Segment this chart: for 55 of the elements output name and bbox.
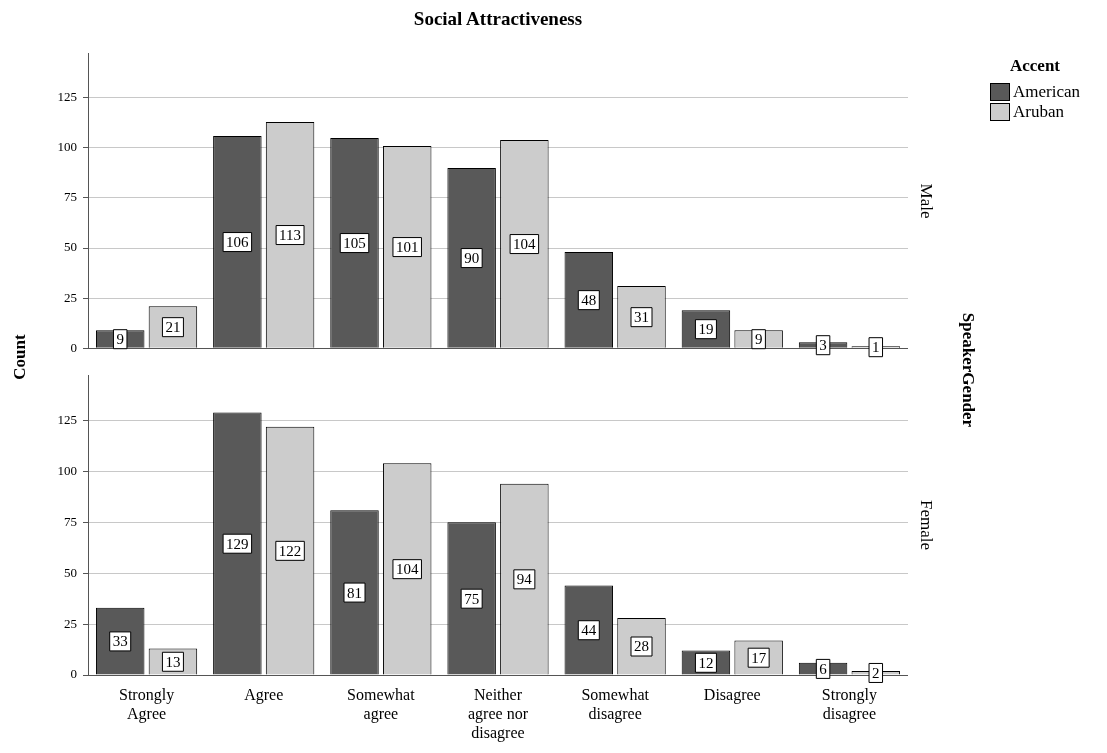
y-tick-label: 50 (64, 239, 77, 255)
data-label: 12 (698, 654, 714, 671)
x-tick-label: Disagree (703, 685, 761, 704)
x-tick-label: Somewhat disagree (581, 685, 650, 723)
data-label: 104 (513, 236, 537, 252)
y-tick-label: 75 (64, 189, 77, 205)
y-tick-label: 50 (64, 564, 77, 580)
data-label: 75 (464, 590, 480, 607)
legend-label: American (1013, 82, 1081, 102)
data-label: 9 (754, 331, 763, 348)
data-label: 94 (516, 571, 533, 588)
y-tick-label: 0 (70, 339, 77, 355)
y2-axis-title: Female (916, 500, 936, 551)
data-label: 106 (226, 233, 250, 250)
legend-title: Accent (1009, 56, 1062, 76)
data-label: 19 (698, 321, 714, 338)
x-tick-label: Neither agree nor disagree (468, 685, 529, 743)
chart-title: Social Attractiveness (412, 8, 584, 30)
data-label: 105 (343, 234, 366, 251)
data-label: 33 (112, 633, 128, 650)
data-label: 3 (819, 337, 827, 354)
y2-axis-title: Male (916, 183, 936, 219)
data-label: 113 (279, 226, 302, 243)
y-tick-label: 25 (64, 289, 77, 305)
data-label: 122 (278, 542, 302, 559)
data-label: 17 (751, 649, 767, 666)
text: SpeakerGender (958, 312, 978, 428)
y-tick-label: 0 (70, 666, 77, 682)
data-label: 129 (226, 535, 249, 552)
data-label: 13 (165, 653, 181, 670)
data-label: 48 (581, 292, 597, 309)
data-label: 101 (395, 239, 419, 255)
y-tick-label: 100 (57, 139, 77, 155)
data-label: 44 (581, 622, 597, 639)
data-label: 81 (347, 584, 362, 601)
x-tick-label: Strongly disagree (821, 685, 877, 723)
y-tick-label: 100 (57, 462, 77, 478)
data-label: 6 (819, 660, 828, 677)
y-tick-label: 75 (64, 513, 77, 529)
y-tick-label: 125 (57, 412, 77, 427)
data-label: 9 (116, 331, 124, 348)
data-label: 1 (872, 339, 880, 356)
data-label: 21 (165, 319, 181, 336)
y-tick-label: 125 (57, 89, 77, 105)
data-label: 2 (872, 664, 880, 681)
x-tick-label: Strongly Agree (119, 685, 175, 723)
x-tick-label: Somewhat agree (347, 685, 416, 723)
data-label: 28 (634, 638, 649, 655)
y-axis-title: Count (10, 334, 30, 380)
data-label: 90 (464, 250, 480, 267)
data-label: 104 (395, 561, 419, 578)
y-tick-label: 25 (64, 615, 77, 631)
legend-label: Aruban (1013, 102, 1064, 122)
data-label: 31 (634, 309, 649, 326)
x-tick-label: Agree (244, 685, 284, 704)
